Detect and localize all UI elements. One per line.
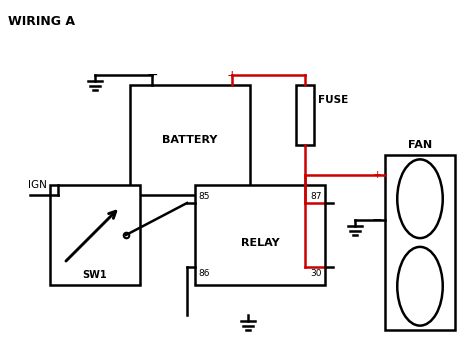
Ellipse shape bbox=[397, 159, 443, 238]
Text: +: + bbox=[373, 170, 382, 180]
Ellipse shape bbox=[397, 247, 443, 326]
Bar bbox=[130, 85, 250, 195]
Text: WIRING A: WIRING A bbox=[8, 15, 75, 28]
Text: RELAY: RELAY bbox=[241, 238, 279, 248]
Text: IGN: IGN bbox=[28, 180, 47, 190]
Text: FAN: FAN bbox=[408, 140, 432, 150]
Text: SW1: SW1 bbox=[82, 270, 107, 280]
Text: 85: 85 bbox=[198, 192, 210, 201]
Text: 87: 87 bbox=[310, 192, 322, 201]
Text: +: + bbox=[227, 69, 237, 82]
Text: −: − bbox=[372, 213, 382, 226]
Text: FUSE: FUSE bbox=[318, 95, 348, 105]
Text: 30: 30 bbox=[310, 269, 322, 278]
Text: −: − bbox=[146, 68, 158, 82]
Bar bbox=[296, 85, 314, 145]
Text: BATTERY: BATTERY bbox=[162, 135, 218, 145]
Text: 86: 86 bbox=[198, 269, 210, 278]
Bar bbox=[385, 155, 455, 330]
Bar bbox=[50, 185, 140, 285]
Bar bbox=[195, 185, 325, 285]
